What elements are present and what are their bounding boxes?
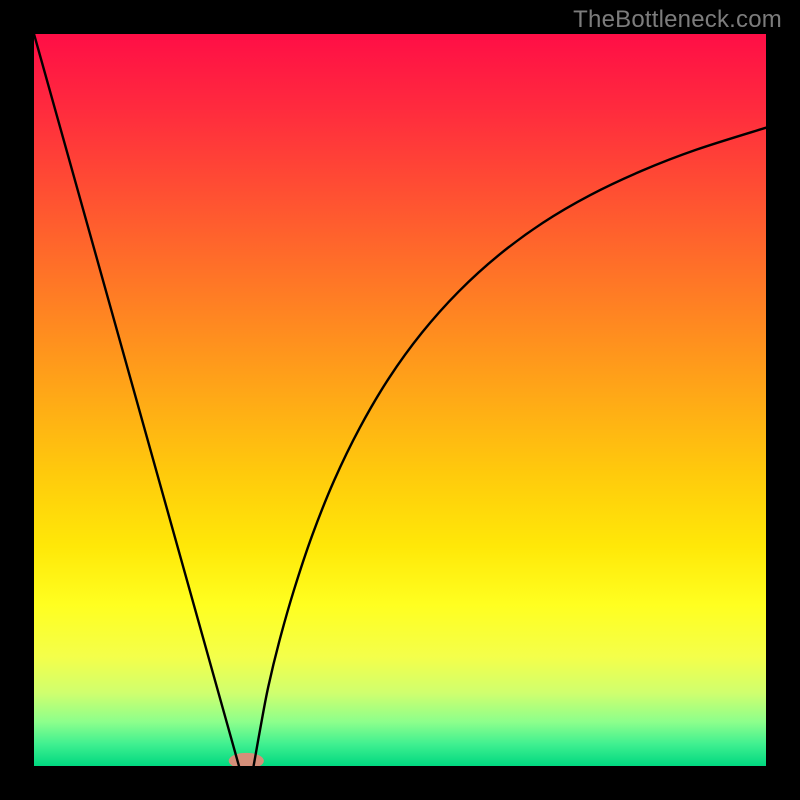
bottleneck-chart <box>34 34 766 766</box>
gradient-background <box>34 34 766 766</box>
chart-container: TheBottleneck.com <box>0 0 800 800</box>
watermark-text: TheBottleneck.com <box>573 6 782 34</box>
